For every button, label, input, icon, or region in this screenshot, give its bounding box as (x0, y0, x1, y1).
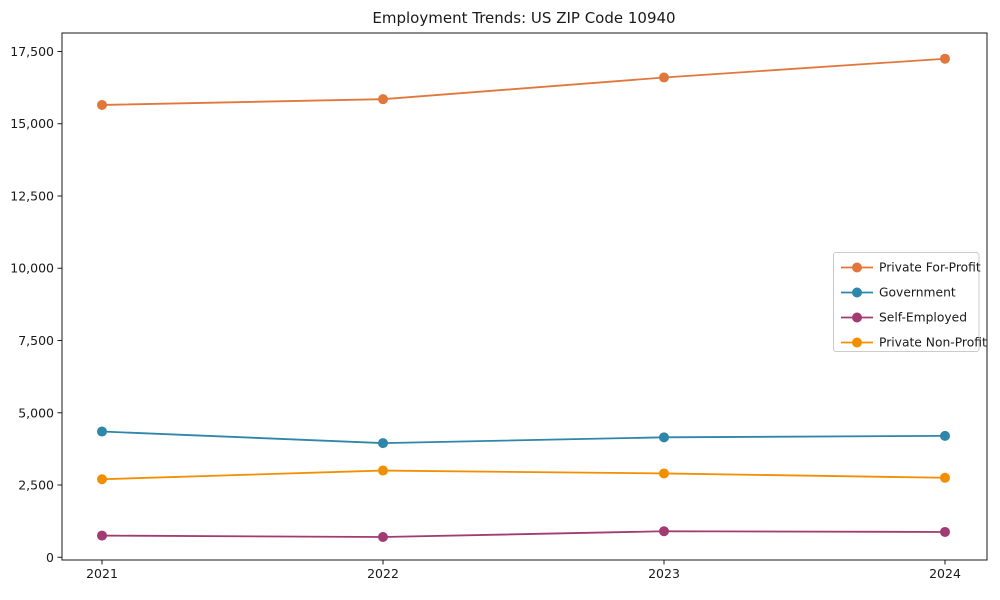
series-line (101, 469, 946, 481)
y-tick-label: 12,500 (10, 188, 54, 203)
legend-box (833, 252, 980, 352)
legend-label: Government (879, 286, 956, 300)
x-tick-label: 2021 (86, 566, 118, 581)
series-line (101, 57, 946, 106)
y-tick-label: 15,000 (10, 116, 54, 131)
plot-border (61, 32, 988, 561)
x-tick-label: 2023 (648, 566, 680, 581)
x-tick-label: 2022 (367, 566, 399, 581)
data-point-marker (659, 526, 669, 537)
y-tick-label: 17,500 (10, 44, 54, 59)
data-point-marker (378, 532, 388, 543)
legend-marker (852, 262, 862, 273)
y-tick-label: 2,500 (18, 478, 54, 493)
legend: Private For-Profit Government Self-Employe… (833, 252, 987, 352)
legend-item-private-non-profit: Private Non-Profit (841, 336, 987, 350)
data-point-marker (378, 438, 388, 449)
data-point-marker (940, 472, 950, 483)
series-line (101, 430, 946, 444)
legend-item-private-for-profit: Private For-Profit (841, 261, 981, 275)
legend-item-self-employed: Self-Employed (841, 311, 967, 325)
data-point-marker (378, 465, 388, 476)
y-tick-label: 0 (46, 550, 54, 565)
x-tick-label: 2024 (929, 566, 961, 581)
data-point-marker (97, 474, 107, 485)
data-point-marker (940, 526, 950, 537)
chart-title: Employment Trends: US ZIP Code 10940 (372, 9, 675, 27)
y-tick-label: 5,000 (18, 405, 54, 420)
data-point-marker (940, 53, 950, 64)
data-point-marker (940, 430, 950, 441)
series-line (101, 530, 946, 538)
data-point-marker (97, 530, 107, 541)
data-point-marker (659, 468, 669, 479)
data-point-marker (97, 99, 107, 110)
data-point-marker (659, 72, 669, 83)
y-tick-label: 10,000 (10, 261, 54, 276)
legend-item-government: Government (841, 286, 956, 300)
legend-label: Private Non-Profit (879, 336, 987, 350)
data-point-marker (97, 426, 107, 437)
series-layer (97, 53, 950, 543)
y-tick-label: 7,500 (18, 333, 54, 348)
legend-label: Private For-Profit (879, 261, 981, 275)
series-government (97, 426, 950, 449)
series-self-employed (97, 526, 950, 543)
axes-layer: 0 2,500 5,000 7,500 10,000 12,500 15,000 17,500… (10, 32, 988, 581)
legend-label: Self-Employed (879, 311, 967, 325)
data-point-marker (659, 432, 669, 443)
series-private-for-profit (97, 53, 950, 110)
data-point-marker (378, 94, 388, 105)
series-private-non-profit (97, 465, 950, 485)
legend-marker (852, 337, 862, 348)
legend-marker (852, 312, 862, 323)
legend-marker (852, 287, 862, 298)
